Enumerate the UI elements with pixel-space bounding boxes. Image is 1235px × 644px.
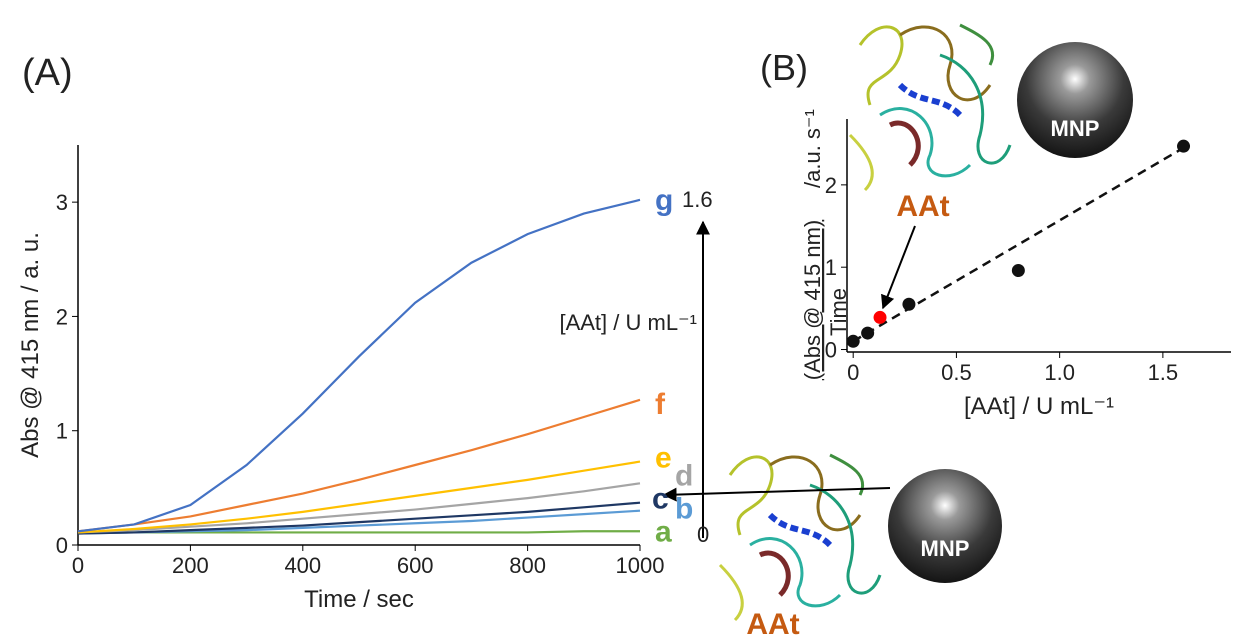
series-label: f: [655, 388, 666, 421]
x-tick-label: 600: [397, 553, 434, 578]
data-point: [873, 310, 887, 324]
x-tick-label: 0: [72, 553, 84, 578]
data-point: [846, 334, 860, 348]
particle-label: MNP: [1051, 116, 1100, 141]
y-tick-label: 1: [56, 419, 68, 444]
enzyme-illustration: [718, 453, 882, 622]
x-tick-label: 0: [847, 360, 859, 385]
y-tick-label: 0: [825, 338, 837, 363]
particle-sphere: [1017, 42, 1133, 158]
x-tick-label: 800: [509, 553, 546, 578]
x-tick-label: 1.5: [1148, 360, 1179, 385]
x-axis-label: [AAt] / U mL⁻¹: [964, 393, 1114, 420]
y-axis-label: Abs @ 415 nm / a. u.: [17, 232, 44, 458]
enzyme-label: AAt: [746, 608, 799, 641]
y-axis-label: (Abs @ 415 nm): [800, 220, 825, 381]
panel-label: (A): [22, 52, 73, 94]
link-arrow: [662, 487, 891, 502]
y-tick-label: 2: [56, 304, 68, 329]
trend-line: [852, 146, 1185, 343]
series-label: a: [655, 515, 672, 548]
data-point: [902, 297, 916, 311]
series-label: b: [675, 493, 693, 526]
x-axis-label: Time / sec: [304, 586, 414, 613]
panel-label: (B): [760, 47, 808, 88]
data-line: [77, 501, 641, 535]
x-tick-label: 0.5: [941, 360, 972, 385]
series-label: g: [655, 184, 673, 217]
data-point: [861, 326, 875, 340]
y-axis-label: /a.u. s⁻¹: [800, 109, 825, 188]
y-tick-label: 0: [56, 533, 68, 558]
series-label: e: [655, 442, 672, 475]
enzyme-illustration: [848, 23, 1012, 192]
x-tick-label: 400: [284, 553, 321, 578]
link-arrow: [881, 225, 916, 310]
annotation: [AAt] / U mL⁻¹: [559, 310, 697, 335]
x-tick-label: 1.0: [1044, 360, 1075, 385]
y-tick-label: 1: [825, 255, 837, 280]
data-line: [77, 460, 641, 534]
y-tick-label: 2: [825, 173, 837, 198]
y-tick-label: 3: [56, 190, 68, 215]
y-axis-label: Time: [826, 288, 851, 336]
enzyme-label: AAt: [896, 190, 949, 223]
data-point: [1177, 139, 1191, 153]
data-line: [77, 398, 641, 533]
annotation: 1.6: [682, 187, 713, 212]
data-line: [77, 198, 641, 533]
particle-sphere: [888, 469, 1002, 583]
data-line: [77, 482, 641, 534]
series-label: d: [675, 459, 693, 492]
x-tick-label: 1000: [616, 553, 665, 578]
annotation: 0: [697, 522, 709, 547]
x-tick-label: 200: [172, 553, 209, 578]
particle-label: MNP: [921, 536, 970, 561]
data-point: [1011, 263, 1025, 277]
series-label: c: [652, 483, 669, 516]
